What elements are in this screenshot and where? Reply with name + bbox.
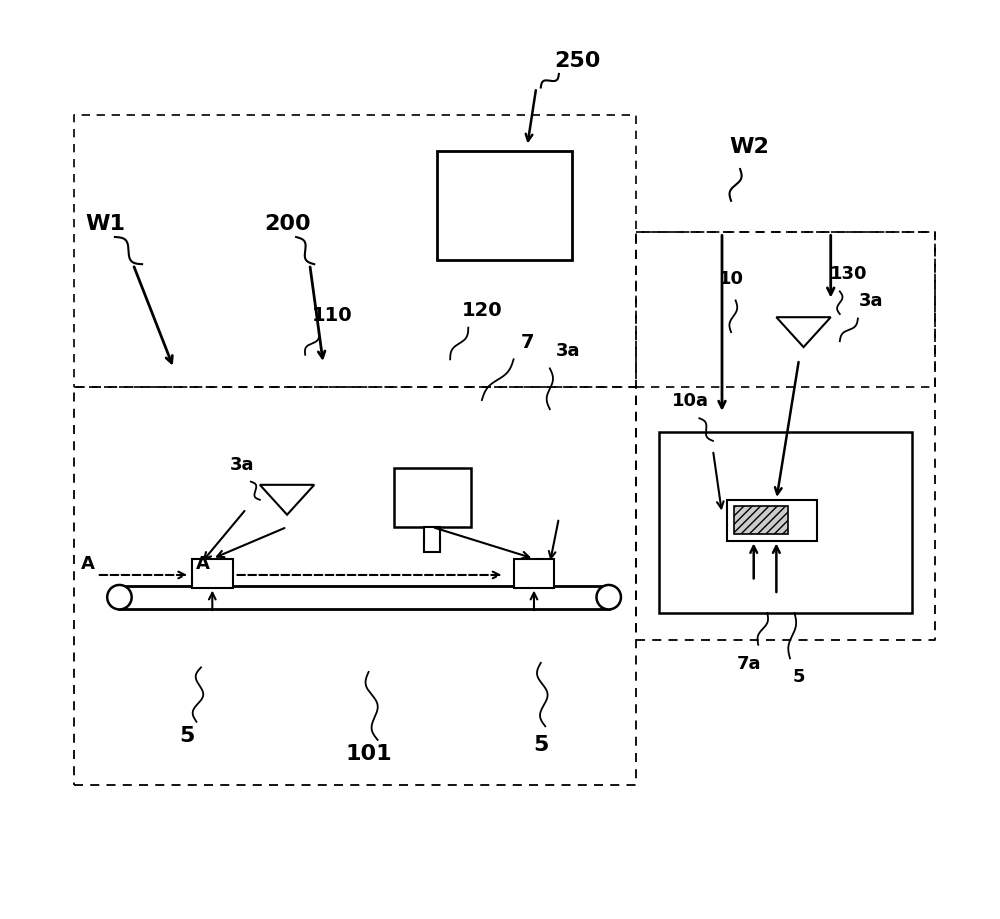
Text: 200: 200 (264, 214, 310, 234)
Polygon shape (776, 318, 831, 347)
Bar (424, 528, 440, 552)
Bar (659, 432, 912, 613)
Bar (437, 152, 572, 260)
Bar (734, 506, 788, 535)
Text: A: A (196, 554, 210, 573)
Text: 250: 250 (554, 51, 600, 72)
Text: 5: 5 (180, 726, 195, 745)
Text: W1: W1 (86, 214, 126, 234)
Text: 5: 5 (793, 668, 805, 686)
Bar (514, 559, 554, 588)
Text: 130: 130 (830, 265, 868, 283)
Bar (727, 500, 817, 541)
Text: 5: 5 (533, 734, 548, 754)
Circle shape (107, 585, 132, 609)
Text: 120: 120 (462, 301, 502, 320)
Text: 110: 110 (312, 305, 353, 324)
Text: 10: 10 (719, 269, 744, 288)
Polygon shape (260, 485, 314, 516)
Text: W2: W2 (729, 137, 769, 157)
Text: 3a: 3a (859, 292, 884, 310)
Circle shape (597, 585, 621, 609)
Text: 10a: 10a (672, 391, 709, 410)
Text: 101: 101 (345, 743, 392, 764)
Bar (394, 469, 471, 528)
Text: 7a: 7a (737, 654, 761, 672)
Text: A: A (81, 554, 95, 573)
Text: 7: 7 (520, 333, 534, 351)
Text: 3a: 3a (230, 455, 254, 473)
Text: 3a: 3a (556, 342, 580, 360)
Bar (192, 559, 233, 588)
